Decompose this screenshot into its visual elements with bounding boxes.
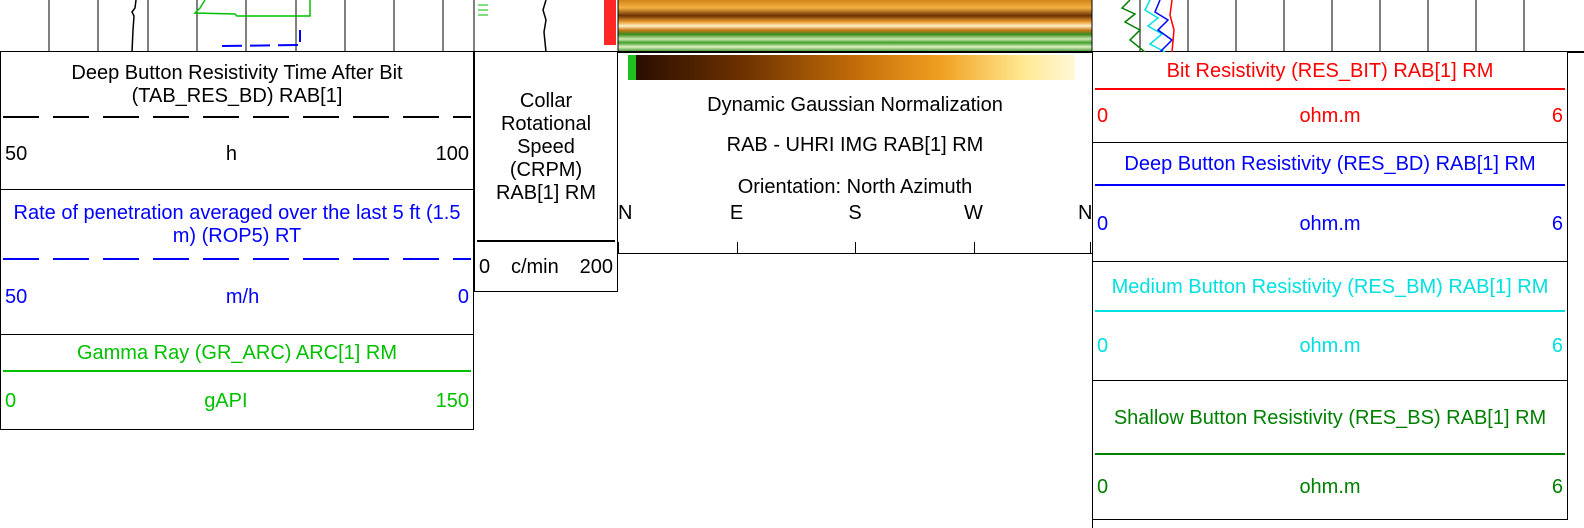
orientation-label: N	[1078, 202, 1093, 224]
curve	[1120, 0, 1146, 53]
curve-line	[1095, 310, 1565, 312]
curve-scale: 50 m/h 0	[1, 260, 473, 335]
curve-header: Gamma Ray (GR_ARC) ARC[1] RM 0 gAPI 150	[0, 335, 474, 430]
curve	[193, 0, 311, 17]
curve-header: Shallow Button Resistivity (RES_BS) RAB[…	[1092, 381, 1568, 520]
scale-left: 50	[5, 286, 28, 308]
curve-line	[3, 258, 471, 260]
curve-scale: 0 gAPI 150	[1, 372, 473, 430]
curve-line	[3, 116, 471, 118]
image-text: RAB - UHRI IMG RAB[1] RM	[726, 134, 984, 156]
curve-title: Shallow Button Resistivity (RES_BS) RAB[…	[1113, 406, 1547, 429]
rpm-marks	[604, 0, 616, 45]
curve-scale: 0 ohm.m 6	[1093, 312, 1567, 381]
scale-left: 50	[5, 142, 28, 165]
color-bar	[628, 55, 1075, 80]
curve	[1169, 0, 1175, 53]
orientation-tick	[973, 242, 975, 253]
scale-unit: h	[225, 142, 237, 165]
scale-right: 0	[457, 286, 469, 308]
image-text: Dynamic Gaussian Normalization	[707, 94, 1003, 116]
curve-scale: 0 ohm.m 6	[1093, 455, 1567, 520]
curve-header: Rate of penetration averaged over the la…	[0, 190, 474, 335]
image-header: Dynamic Gaussian Normalization RAB - UHRI…	[618, 52, 1092, 254]
curve-header: Collar Rotational Speed (CRPM) RAB[1] RM…	[474, 52, 618, 292]
curve-header: Deep Button Resistivity (RES_BD) RAB[1] …	[1092, 143, 1568, 262]
curve-title: Medium Button Resistivity (RES_BM) RAB[1…	[1111, 275, 1549, 298]
curve-header: Medium Button Resistivity (RES_BM) RAB[1…	[1092, 262, 1568, 381]
curve	[542, 0, 547, 53]
orientation-tick	[736, 242, 738, 253]
curve-line	[1095, 184, 1565, 186]
scale-right: 6	[1551, 105, 1563, 127]
curve	[478, 4, 488, 16]
curve	[131, 0, 137, 53]
scale-unit: m/h	[225, 286, 260, 308]
curve	[221, 30, 301, 47]
scale-unit: ohm.m	[1299, 212, 1361, 235]
curve-line	[3, 370, 471, 372]
scale-left: 0	[479, 255, 491, 278]
scale-right: 6	[1551, 335, 1563, 357]
scale-left: 0	[1097, 212, 1109, 235]
curve-line	[1095, 453, 1565, 455]
curve-line	[1095, 88, 1565, 90]
curve-header: Bit Resistivity (RES_BIT) RAB[1] RM 0 ohm.…	[1092, 52, 1568, 143]
scale-unit: ohm.m	[1299, 105, 1361, 127]
scale-right: 100	[435, 142, 469, 165]
curve-title: Deep Button Resistivity Time After Bit (…	[71, 62, 403, 107]
scale-left: 0	[1097, 105, 1109, 127]
curve-scale: 0 ohm.m 6	[1093, 186, 1567, 262]
log-strip	[0, 0, 1584, 53]
scale-unit: ohm.m	[1299, 476, 1361, 498]
orientation-label: W	[964, 202, 983, 224]
scale-unit: gAPI	[204, 389, 248, 412]
scale-unit: c/min	[510, 255, 559, 278]
orientation-tick	[618, 242, 619, 253]
scale-right: 200	[579, 255, 613, 278]
curve-line	[477, 240, 615, 242]
curve-scale: 50 h 100	[1, 118, 473, 190]
scale-right: 150	[435, 389, 469, 412]
curve-header: Deep Button Resistivity Time After Bit (…	[0, 52, 474, 190]
scale-unit: ohm.m	[1299, 335, 1361, 357]
curve	[1144, 0, 1166, 53]
curve	[1154, 0, 1174, 53]
orientation-tick	[1090, 242, 1091, 253]
scale-left: 0	[1097, 476, 1109, 498]
curve-title: Bit Resistivity (RES_BIT) RAB[1] RM	[1166, 59, 1494, 82]
curve-title: Rate of penetration averaged over the la…	[13, 202, 461, 247]
orientation-label: E	[729, 202, 744, 224]
image-text: Orientation: North Azimuth	[737, 176, 973, 198]
orientation-tick	[855, 242, 856, 253]
curve-scale: 0 ohm.m 6	[1093, 90, 1567, 143]
image-strip	[618, 0, 1092, 52]
scale-right: 6	[1551, 476, 1563, 498]
orientation-label: S	[848, 202, 862, 224]
curve-title: Deep Button Resistivity (RES_BD) RAB[1] …	[1124, 153, 1536, 175]
orientation-label: N	[618, 202, 633, 224]
scale-right: 6	[1551, 212, 1563, 235]
curve-scale: 0 c/min 200	[475, 242, 617, 292]
scale-left: 0	[1097, 335, 1109, 357]
curve-title: Gamma Ray (GR_ARC) ARC[1] RM	[76, 342, 398, 364]
curve-title: Collar Rotational Speed (CRPM) RAB[1] RM	[495, 89, 597, 204]
scale-left: 0	[5, 389, 17, 412]
